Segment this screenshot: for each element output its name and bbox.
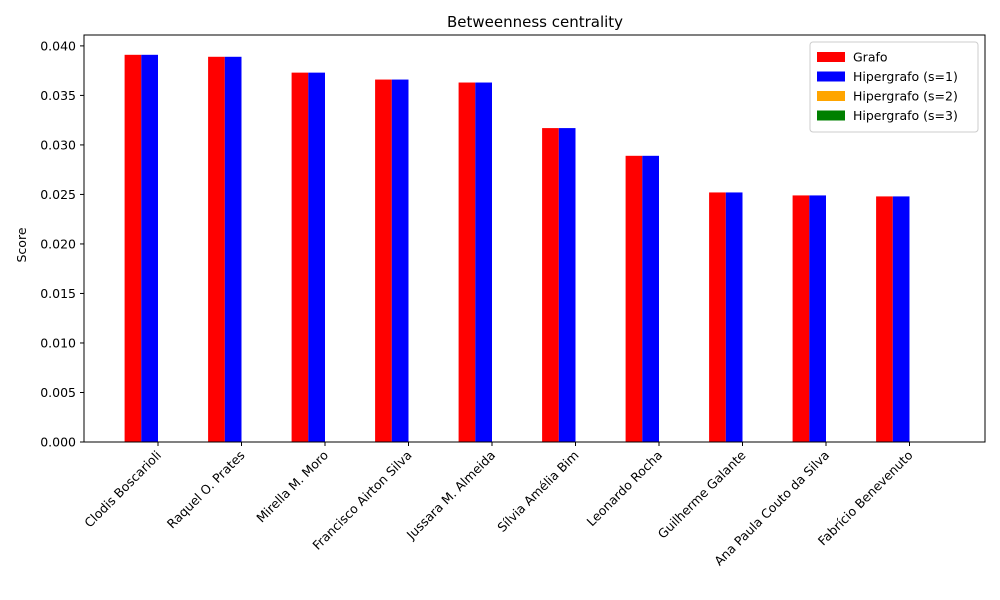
bar-2-4	[391, 79, 409, 442]
x-tick-label: Fabrício Benevenuto	[815, 448, 916, 549]
bar-2-6	[558, 128, 576, 442]
y-tick-label: 0.025	[40, 187, 76, 202]
x-axis-ticks: Clodis Boscarioli Raquel O. Prates Mirella…	[81, 442, 916, 569]
bar-2-10	[892, 196, 910, 442]
legend-frame	[809, 41, 979, 133]
y-tick-label: 0.000	[40, 435, 76, 450]
bar-1-8	[709, 192, 726, 442]
bars-group	[124, 54, 910, 443]
legend-label: Hipergrafo (s=3)	[853, 108, 958, 123]
bar-1-3	[291, 72, 309, 442]
bar-2-9	[809, 195, 826, 442]
bar-1-4	[375, 79, 392, 442]
legend-swatch	[817, 91, 845, 101]
y-tick-label: 0.005	[40, 385, 76, 400]
legend-swatch	[817, 52, 845, 62]
x-tick-label: Leonardo Rocha	[584, 448, 666, 530]
y-tick-label: 0.020	[40, 236, 76, 251]
y-axis-title: Score	[14, 227, 29, 262]
bar-1-9	[792, 195, 810, 442]
y-tick-label: 0.030	[40, 137, 76, 152]
x-tick-label: Mirella M. Moro	[253, 448, 331, 526]
legend-label: Grafo	[853, 50, 888, 65]
bar-1-1	[124, 54, 142, 443]
y-axis-ticks: 0.000 0.005 0.010 0.015 0.020 0.025 0.030 0.035…	[40, 38, 84, 450]
y-tick-label: 0.040	[40, 38, 76, 53]
x-tick-label: Guilherme Galante	[655, 447, 749, 541]
legend-swatch	[817, 71, 845, 82]
bar-2-1	[141, 54, 158, 443]
y-tick-label: 0.015	[40, 286, 76, 301]
bar-2-2	[224, 56, 242, 442]
bar-2-7	[642, 155, 659, 442]
x-tick-label: Clodis Boscarioli	[81, 448, 164, 531]
y-tick-label: 0.035	[40, 88, 76, 103]
bar-1-7	[625, 155, 643, 442]
x-tick-label: Sílvia Amélia Bim	[494, 448, 581, 535]
legend-label: Hipergrafo (s=1)	[853, 69, 958, 84]
x-tick-label: Jussara M. Almeida	[403, 448, 498, 543]
legend-label: Hipergrafo (s=2)	[853, 89, 958, 104]
y-tick-label: 0.010	[40, 335, 76, 350]
bar-1-5	[458, 82, 476, 442]
bar-1-2	[208, 56, 225, 442]
bar-1-6	[542, 128, 559, 442]
plot-frame	[83, 34, 986, 443]
legend: Grafo Hipergrafo (s=1) Hipergrafo (s=2) Hip…	[809, 41, 979, 133]
bar-2-8	[725, 192, 743, 442]
legend-swatch	[817, 110, 845, 121]
bar-2-3	[308, 72, 325, 442]
chart-title: Betweenness centrality	[447, 13, 623, 31]
bar-2-5	[475, 82, 492, 442]
bar-1-10	[876, 196, 893, 442]
x-tick-label: Raquel O. Prates	[164, 448, 248, 532]
